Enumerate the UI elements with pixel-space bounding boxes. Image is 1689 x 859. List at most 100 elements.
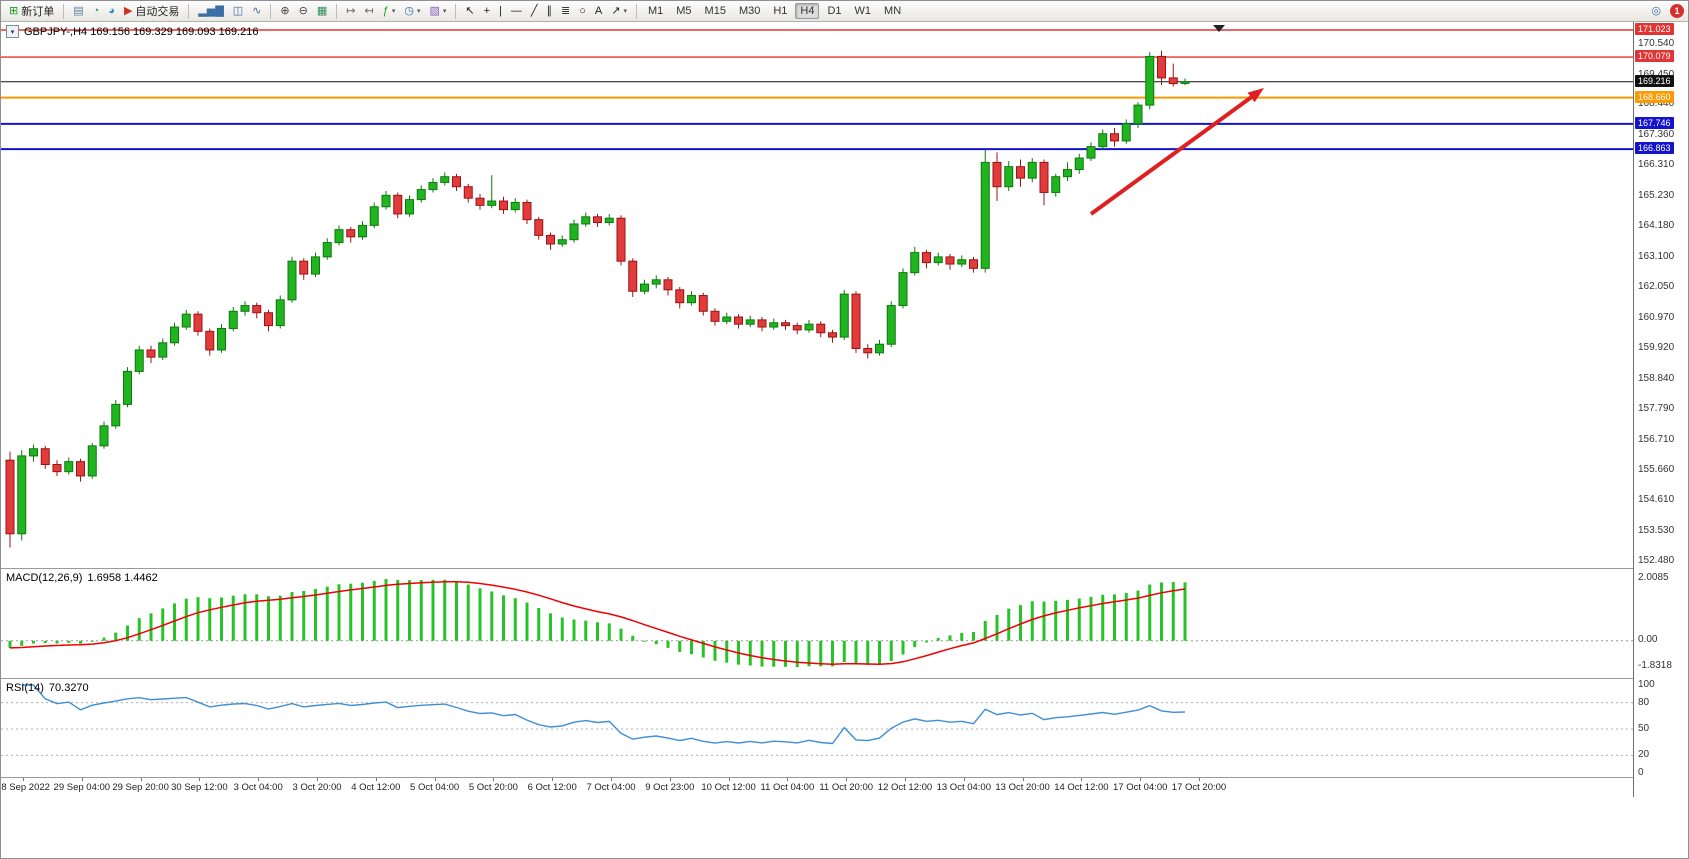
line-chart-button[interactable]: ∿ xyxy=(248,2,265,21)
price-tick-label: 166.310 xyxy=(1638,158,1675,170)
search-icon: ◎ xyxy=(1651,4,1661,17)
chart-shift-button[interactable]: ↤ xyxy=(360,2,377,21)
auto-trading-icon: ▶ xyxy=(123,4,133,17)
timeframe-button-H4[interactable]: H4 xyxy=(795,3,820,19)
arrows-button[interactable]: ↗ ▾ xyxy=(607,2,631,21)
horizontal-line-button[interactable]: — xyxy=(507,2,526,21)
shapes-button[interactable]: ○ xyxy=(575,2,590,21)
navigator-icon: ◕ xyxy=(108,4,115,17)
time-tick-label: 29 Sep 04:00 xyxy=(53,782,111,793)
zoom-out-button[interactable]: ⊖ xyxy=(295,2,312,21)
time-tick-label: 10 Oct 12:00 xyxy=(701,782,756,793)
time-tick xyxy=(140,778,142,781)
macd-axis-label: 2.0085 xyxy=(1638,572,1669,583)
text-icon: A xyxy=(594,4,603,17)
symbol-ohlc-text: GBPJPY-,H4 169.156 169.329 169.093 169.2… xyxy=(24,25,259,38)
price-tag: 168.660 xyxy=(1635,90,1674,103)
macd-label: MACD(12,26,9) 1.6958 1.4462 xyxy=(6,572,158,584)
auto-scroll-icon: ↦ xyxy=(346,4,356,17)
macd-pane[interactable]: MACD(12,26,9) 1.6958 1.4462 xyxy=(1,568,1633,679)
crosshair-button[interactable]: + xyxy=(480,2,494,21)
auto-scroll-button[interactable]: ↦ xyxy=(342,2,359,21)
horizontal-line-icon: — xyxy=(510,4,522,17)
channel-button[interactable]: ∥ xyxy=(543,2,557,21)
toolbar-separator xyxy=(635,3,637,19)
timeframe-button-M30[interactable]: M30 xyxy=(738,5,761,17)
new-order-button-label: 新订单 xyxy=(21,6,55,18)
price-tick-label: 153.530 xyxy=(1638,524,1675,536)
macd-chart[interactable] xyxy=(1,569,1633,679)
rsi-pane[interactable]: RSI(14) 70.3270 xyxy=(1,678,1633,778)
navigator-button[interactable]: ◕ xyxy=(104,2,119,21)
time-axis[interactable]: 28 Sep 2022 29 Sep 04:00 29 Sep 20:00 30 Se… xyxy=(1,777,1633,798)
new-order-button[interactable]: ⊞ 新订单 xyxy=(5,2,58,21)
time-tick xyxy=(669,778,671,781)
timeframe-button-M1[interactable]: M1 xyxy=(647,5,664,17)
vertical-line-button[interactable]: | xyxy=(495,2,506,21)
indicators-button[interactable]: ƒ ▾ xyxy=(379,2,400,21)
time-tick-label: 14 Oct 12:00 xyxy=(1054,782,1109,793)
time-tick xyxy=(728,778,730,781)
price-chart-pane[interactable]: ▾ GBPJPY-,H4 169.156 169.329 169.093 169… xyxy=(1,22,1633,568)
bar-chart-button[interactable]: ▂▅▇ xyxy=(194,2,227,21)
chart-symbol-label: ▾ GBPJPY-,H4 169.156 169.329 169.093 169… xyxy=(6,25,258,38)
rsi-label: RSI(14) 70.3270 xyxy=(6,682,89,694)
time-tick xyxy=(375,778,377,781)
help-search-button[interactable]: ◎ xyxy=(1647,2,1665,21)
candlestick-chart-button[interactable]: ◫ xyxy=(229,2,247,21)
chevron-down-icon: ▾ xyxy=(623,8,627,15)
timeframe-button-H1[interactable]: H1 xyxy=(773,5,788,17)
timeframe-button-M5[interactable]: M5 xyxy=(676,5,692,17)
crosshair-icon: + xyxy=(483,4,491,17)
price-tick-label: 164.180 xyxy=(1638,219,1675,231)
candlestick-chart-icon: ◫ xyxy=(232,4,244,17)
timeframe-button-MN[interactable]: MN xyxy=(884,5,902,17)
fibonacci-button[interactable]: ≣ xyxy=(557,2,574,21)
chart-menu-icon[interactable]: ▾ xyxy=(6,25,19,38)
timeframe-button-M15[interactable]: M15 xyxy=(704,5,726,17)
price-tick-label: 159.920 xyxy=(1638,341,1675,353)
toolbar-separator xyxy=(63,3,65,19)
trendline-button[interactable]: ╱ xyxy=(527,2,542,21)
cursor-button[interactable]: ↖ xyxy=(461,2,478,21)
time-tick-label: 6 Oct 12:00 xyxy=(527,782,577,793)
bar-chart-icon: ▂▅▇ xyxy=(198,4,224,17)
price-tag: 169.216 xyxy=(1635,74,1674,87)
auto-trading-button[interactable]: ▶ 自动交易 xyxy=(120,2,183,21)
toolbar-separator xyxy=(455,3,457,19)
timeframe-button-W1[interactable]: W1 xyxy=(854,5,872,17)
time-tick-label: 17 Oct 04:00 xyxy=(1112,782,1168,793)
timeframe-button-D1[interactable]: D1 xyxy=(827,5,842,17)
price-chart[interactable] xyxy=(1,22,1633,568)
time-tick-label: 30 Sep 12:00 xyxy=(171,782,228,793)
time-tick-label: 3 Oct 04:00 xyxy=(233,782,283,793)
text-button[interactable]: A xyxy=(591,2,606,21)
tile-windows-button[interactable]: ▦ xyxy=(313,2,331,21)
zoom-in-button[interactable]: ⊕ xyxy=(276,2,293,21)
toolbar-separator xyxy=(270,3,272,19)
bar-end-marker-icon xyxy=(1213,25,1225,32)
time-tick xyxy=(611,778,612,781)
charts-window-button[interactable]: ▤ xyxy=(69,2,87,21)
price-tick-label: 165.230 xyxy=(1638,189,1675,201)
rsi-axis-label: 100 xyxy=(1638,679,1655,690)
time-tick-label: 29 Sep 20:00 xyxy=(112,782,169,793)
trend-arrow[interactable] xyxy=(1089,95,1253,216)
periods-button[interactable]: ◷ ▾ xyxy=(400,2,424,21)
market-watch-button[interactable]: ◔ xyxy=(89,2,104,21)
cursor-icon: ↖ xyxy=(465,4,475,17)
candles xyxy=(5,50,1190,548)
time-tick-label: 17 Oct 20:00 xyxy=(1171,782,1227,793)
rsi-chart[interactable] xyxy=(1,679,1633,778)
line-chart-icon: ∿ xyxy=(252,4,262,17)
time-tick xyxy=(23,778,24,781)
templates-button[interactable]: ▧ ▾ xyxy=(425,2,450,21)
time-tick xyxy=(963,778,965,781)
price-tick-label: 168.440 xyxy=(1638,97,1675,109)
time-tick xyxy=(258,778,260,781)
price-axis[interactable]: 170.540 169.450 168.440 167.360 166.310 165.2… xyxy=(1633,22,1688,797)
notification-badge[interactable]: 1 xyxy=(1670,4,1684,18)
time-tick-label: 12 Oct 12:00 xyxy=(877,782,933,793)
time-tick xyxy=(1022,778,1024,781)
time-tick-label: 7 Oct 04:00 xyxy=(586,782,636,793)
